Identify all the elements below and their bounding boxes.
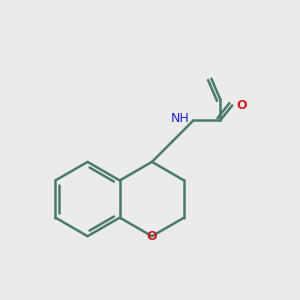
Text: O: O: [237, 99, 247, 112]
Text: NH: NH: [170, 112, 189, 125]
Text: O: O: [147, 230, 157, 243]
